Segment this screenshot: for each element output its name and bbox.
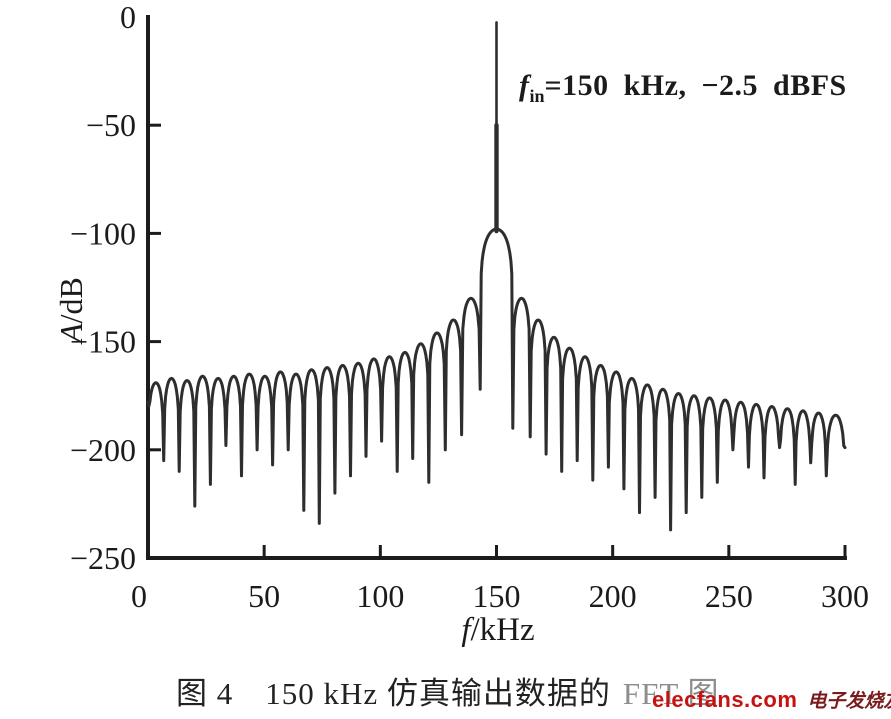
x-tick-label: 50	[248, 578, 280, 614]
x-axis-symbol: f	[461, 612, 471, 648]
y-tick-label: −50	[86, 107, 136, 143]
y-tick-label: −250	[70, 540, 136, 576]
curve-layer	[146, 21, 847, 532]
y-axis-symbol: A	[53, 323, 89, 343]
watermark: elecfans.com 电子发烧友	[652, 686, 891, 713]
x-tick-label: 250	[705, 578, 753, 614]
x-axis-unit: /kHz	[470, 612, 535, 648]
watermark-site-text: elecfans.com	[652, 687, 798, 712]
y-tick-label: −100	[70, 215, 136, 251]
x-tick-label: 200	[589, 578, 637, 614]
spectrum-curve	[146, 227, 847, 532]
caption-text: 图 4 150 kHz 仿真输出数据的	[176, 676, 611, 711]
y-tick-label: −150	[70, 324, 136, 360]
x-tick-label: 100	[356, 578, 404, 614]
watermark-cn-text: 电子发烧友	[807, 691, 891, 712]
y-axis-unit: /dB	[53, 277, 89, 324]
annotation-f-subscript: in	[529, 86, 545, 106]
figure-caption: 图 4 150 kHz 仿真输出数据的 FFT 图	[176, 668, 720, 713]
x-axis-label: f/kHz	[418, 612, 578, 649]
caption-faded-text: FFT 图	[622, 676, 720, 711]
y-tick-label: −200	[70, 432, 136, 468]
x-tick-label: 150	[473, 578, 521, 614]
y-tick-label: 0	[120, 0, 136, 35]
annotation-text: =150 kHz, −2.5 dBFS	[544, 69, 847, 102]
y-axis-label: A/dB	[53, 260, 95, 360]
x-tick-label: 0	[131, 578, 147, 614]
annotation-f-symbol: f	[519, 69, 530, 102]
signal-annotation: fin=150 kHz, −2.5 dBFS	[519, 69, 847, 107]
x-tick-label: 300	[821, 578, 869, 614]
